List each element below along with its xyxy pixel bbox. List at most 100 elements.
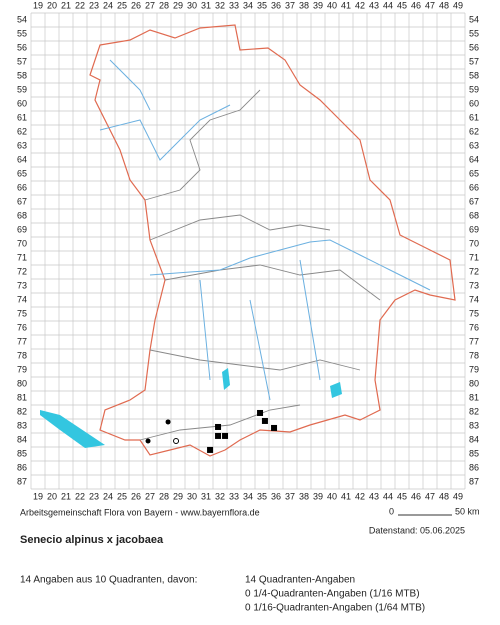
row-label: 70 — [469, 238, 479, 248]
column-label: 23 — [89, 491, 99, 501]
row-label: 76 — [17, 322, 27, 332]
row-label: 64 — [469, 154, 479, 164]
column-label: 28 — [159, 491, 169, 501]
column-label: 33 — [229, 0, 239, 10]
column-label: 21 — [61, 491, 71, 501]
detail: 0 1/16-Quadranten-Angaben (1/64 MTB) — [245, 603, 425, 614]
column-label: 34 — [243, 491, 253, 501]
column-label: 37 — [285, 491, 295, 501]
column-label: 36 — [271, 0, 281, 10]
record-square — [257, 409, 264, 416]
column-label: 46 — [411, 0, 421, 10]
record-dot — [145, 438, 151, 444]
record-square — [222, 432, 229, 439]
row-label: 69 — [469, 224, 479, 234]
row-label: 84 — [469, 434, 479, 444]
record-square — [271, 424, 278, 431]
column-label: 47 — [425, 491, 435, 501]
row-label: 58 — [17, 70, 27, 80]
row-label: 72 — [17, 266, 27, 276]
row-label: 78 — [17, 350, 27, 360]
border — [89, 24, 456, 457]
row-label: 57 — [17, 56, 27, 66]
row-label: 63 — [17, 140, 27, 150]
row-label: 87 — [469, 476, 479, 486]
row-label: 73 — [17, 280, 27, 290]
record-circle — [173, 437, 180, 444]
column-label: 35 — [257, 491, 267, 501]
record-square — [215, 432, 222, 439]
column-label: 41 — [341, 0, 351, 10]
column-label: 22 — [75, 491, 85, 501]
row-label: 74 — [469, 294, 479, 304]
detail: 0 1/4-Quadranten-Angaben (1/16 MTB) — [245, 589, 420, 600]
column-label: 44 — [383, 0, 393, 10]
row-label: 73 — [469, 280, 479, 290]
column-label: 23 — [89, 0, 99, 10]
row-label: 68 — [469, 210, 479, 220]
column-label: 35 — [257, 0, 267, 10]
column-label: 49 — [453, 0, 463, 10]
column-label: 20 — [47, 491, 57, 501]
row-label: 60 — [17, 98, 27, 108]
column-label: 40 — [327, 0, 337, 10]
column-label: 43 — [369, 491, 379, 501]
row-label: 82 — [469, 406, 479, 416]
credit: Arbeitsgemeinschaft Flora von Bayern - w… — [20, 507, 260, 517]
row-label: 83 — [17, 420, 27, 430]
row-label: 67 — [469, 196, 479, 206]
column-label: 30 — [187, 491, 197, 501]
row-label: 61 — [17, 112, 27, 122]
record-square — [215, 423, 222, 430]
column-label: 37 — [285, 0, 295, 10]
column-label: 29 — [173, 0, 183, 10]
title: Senecio alpinus x jacobaea — [20, 534, 164, 546]
column-label: 25 — [117, 0, 127, 10]
column-label: 41 — [341, 491, 351, 501]
column-label: 20 — [47, 0, 57, 10]
column-label: 38 — [299, 491, 309, 501]
row-label: 69 — [17, 224, 27, 234]
row-label: 80 — [17, 378, 27, 388]
record-dot — [165, 419, 171, 425]
lake — [222, 368, 230, 390]
row-label: 70 — [17, 238, 27, 248]
column-label: 21 — [61, 0, 71, 10]
row-label: 61 — [469, 112, 479, 122]
row-label: 75 — [469, 308, 479, 318]
row-label: 78 — [469, 350, 479, 360]
column-label: 45 — [397, 491, 407, 501]
column-label: 38 — [299, 0, 309, 10]
column-label: 36 — [271, 491, 281, 501]
row-label: 86 — [469, 462, 479, 472]
row-label: 79 — [469, 364, 479, 374]
summary: 14 Angaben aus 10 Quadranten, davon: — [20, 575, 197, 586]
row-label: 62 — [469, 126, 479, 136]
row-label: 63 — [469, 140, 479, 150]
column-label: 48 — [439, 0, 449, 10]
column-label: 47 — [425, 0, 435, 10]
column-label: 43 — [369, 0, 379, 10]
row-label: 66 — [469, 182, 479, 192]
row-label: 56 — [469, 42, 479, 52]
row-label: 58 — [469, 70, 479, 80]
column-label: 32 — [215, 0, 225, 10]
column-label: 40 — [327, 491, 337, 501]
row-label: 81 — [17, 392, 27, 402]
column-label: 28 — [159, 0, 169, 10]
column-label: 34 — [243, 0, 253, 10]
row-label: 65 — [469, 168, 479, 178]
column-label: 48 — [439, 491, 449, 501]
detail: 14 Quadranten-Angaben — [245, 575, 355, 586]
row-label: 59 — [17, 84, 27, 94]
row-label: 55 — [17, 28, 27, 38]
column-label: 42 — [355, 0, 365, 10]
column-label: 49 — [453, 491, 463, 501]
row-label: 80 — [469, 378, 479, 388]
scale-end: 50 km — [455, 506, 480, 516]
row-label: 54 — [17, 14, 27, 24]
row-label: 54 — [469, 14, 479, 24]
row-label: 81 — [469, 392, 479, 402]
